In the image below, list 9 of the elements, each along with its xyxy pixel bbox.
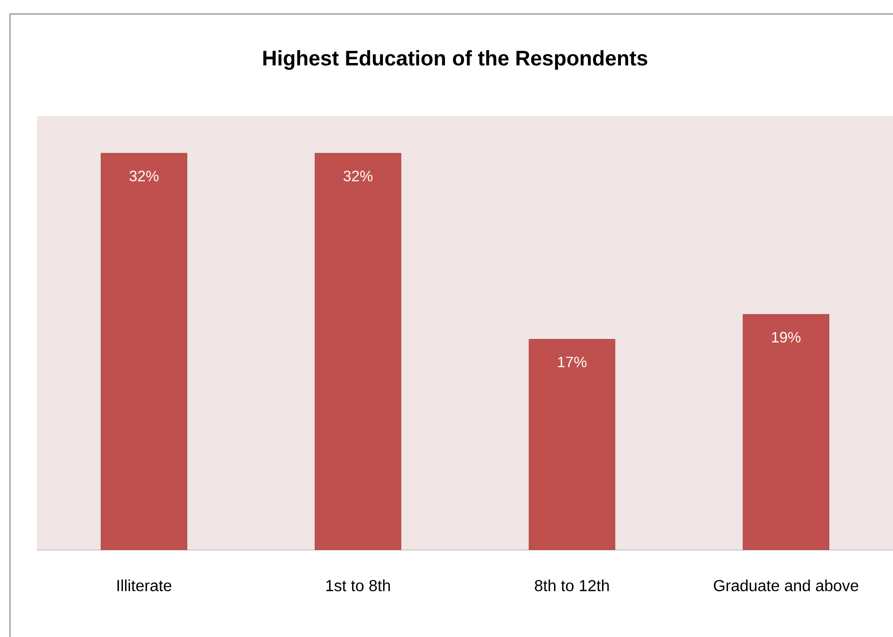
- x-tick-label: Graduate and above: [714, 580, 858, 592]
- data-label: 32%: [344, 170, 372, 182]
- data-label: 17%: [558, 356, 586, 368]
- data-label: 19%: [772, 332, 800, 343]
- x-tick-label: Illiterate: [117, 580, 172, 592]
- x-tick-label: 1st to 8th: [326, 580, 390, 592]
- data-label: 32%: [130, 170, 158, 182]
- x-tick-label: 8th to 12th: [534, 580, 609, 592]
- chart-title: Highest Education of the Respondents: [263, 50, 648, 70]
